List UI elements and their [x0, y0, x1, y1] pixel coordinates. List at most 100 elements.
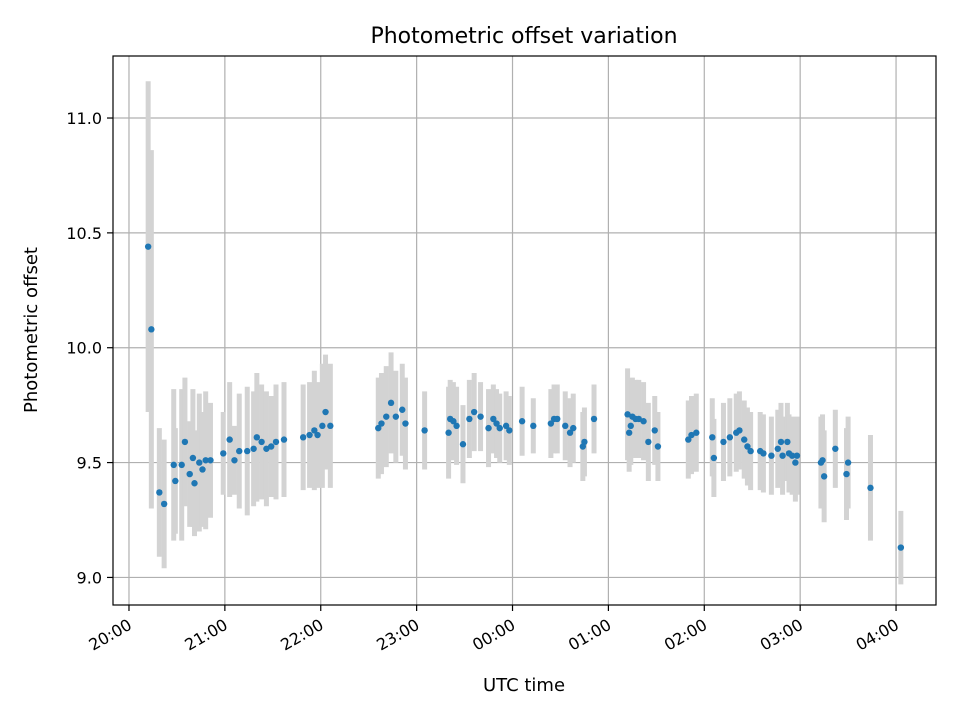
- data-point: [788, 452, 796, 459]
- data-point: [547, 420, 555, 427]
- data-point: [844, 459, 852, 466]
- data-point: [832, 445, 839, 452]
- data-point: [570, 424, 577, 432]
- data-point: [726, 434, 734, 441]
- data-point: [566, 429, 574, 436]
- data-point: [453, 422, 460, 430]
- data-point: [387, 399, 395, 407]
- data-point: [897, 544, 905, 551]
- data-point: [625, 429, 633, 436]
- data-point: [402, 420, 409, 427]
- data-point: [792, 459, 799, 466]
- data-point: [627, 422, 634, 430]
- data-point: [392, 413, 400, 420]
- data-point: [459, 441, 467, 448]
- data-point: [496, 424, 503, 432]
- data-point: [688, 431, 695, 439]
- data-point: [253, 434, 261, 441]
- data-point: [777, 438, 785, 446]
- y-axis-ticks: 9.0 9.5 10.0 10.5 11.0: [66, 109, 113, 587]
- data-point: [378, 420, 385, 427]
- data-point: [736, 427, 743, 434]
- x-axis-label: UTC time: [483, 675, 565, 696]
- data-point: [236, 447, 243, 455]
- data-point: [744, 443, 751, 450]
- data-point: [268, 443, 275, 450]
- y-tick-label: 10.5: [66, 224, 102, 243]
- y-tick-label: 9.5: [77, 454, 102, 473]
- data-point: [768, 452, 775, 459]
- data-point: [250, 445, 257, 452]
- data-point: [518, 418, 526, 425]
- data-point: [506, 427, 513, 434]
- data-point: [651, 427, 658, 434]
- data-point: [181, 438, 189, 446]
- data-point: [226, 436, 233, 443]
- data-point: [502, 422, 510, 430]
- data-point: [450, 418, 457, 425]
- data-point: [741, 436, 748, 443]
- data-point: [156, 489, 163, 496]
- data-point: [581, 438, 588, 446]
- data-point: [640, 418, 647, 425]
- data-point: [375, 424, 382, 432]
- data-point: [654, 443, 662, 450]
- data-point: [263, 445, 270, 452]
- data-point: [784, 438, 791, 446]
- data-point: [709, 434, 716, 441]
- y-axis-label: Photometric offset: [21, 247, 42, 413]
- data-point: [306, 431, 313, 439]
- data-point: [635, 415, 642, 423]
- data-point: [867, 484, 874, 492]
- data-point: [685, 436, 692, 443]
- data-point: [189, 454, 197, 462]
- data-point: [314, 431, 321, 439]
- data-point: [477, 413, 484, 420]
- data-point: [493, 420, 500, 427]
- data-point: [590, 415, 598, 423]
- data-point: [747, 447, 754, 455]
- data-point: [148, 326, 155, 333]
- data-point: [144, 243, 152, 250]
- data-point: [445, 429, 452, 436]
- data-point: [186, 470, 193, 478]
- data-point: [299, 434, 307, 441]
- grid: [113, 56, 936, 605]
- data-point: [244, 447, 251, 455]
- data-point: [530, 422, 537, 430]
- data-point: [466, 415, 473, 423]
- data-point: [202, 457, 209, 464]
- data-point: [399, 406, 406, 413]
- data-point: [160, 500, 168, 508]
- data-point: [383, 413, 390, 420]
- chart-title: Photometric offset variation: [370, 24, 677, 49]
- data-point: [774, 445, 781, 452]
- data-point: [760, 450, 767, 457]
- data-point: [710, 454, 718, 462]
- data-point: [172, 477, 179, 485]
- data-point: [793, 452, 801, 459]
- data-point: [327, 422, 334, 430]
- data-point: [322, 408, 329, 416]
- data-point: [191, 480, 198, 487]
- data-point: [272, 438, 280, 446]
- data-point: [554, 415, 561, 423]
- data-point: [624, 411, 631, 418]
- data-point: [231, 457, 238, 464]
- data-point: [779, 452, 786, 459]
- data-point: [490, 415, 497, 423]
- data-point: [280, 436, 288, 443]
- y-tick-label: 10.0: [66, 339, 102, 358]
- data-point: [319, 422, 326, 430]
- data-point: [258, 438, 265, 446]
- data-point: [470, 408, 478, 416]
- data-point: [170, 461, 177, 469]
- data-point: [196, 459, 203, 466]
- data-points: [144, 243, 905, 551]
- data-point: [207, 457, 214, 464]
- plot-frame: [112, 55, 937, 606]
- data-point: [843, 470, 850, 478]
- y-tick-label: 9.0: [77, 568, 102, 587]
